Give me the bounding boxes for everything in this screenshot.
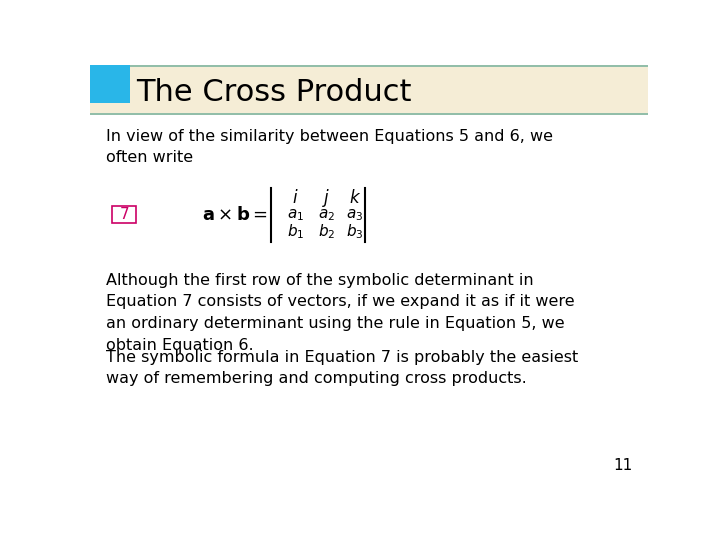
Text: $a_3$: $a_3$ — [346, 207, 364, 223]
Text: $b_1$: $b_1$ — [287, 222, 304, 241]
Text: $a_2$: $a_2$ — [318, 207, 335, 223]
Text: The symbolic formula in Equation 7 is probably the easiest
way of remembering an: The symbolic formula in Equation 7 is pr… — [106, 350, 577, 386]
Text: $b_3$: $b_3$ — [346, 222, 364, 241]
Text: $\mathbf{a} \times \mathbf{b} =$: $\mathbf{a} \times \mathbf{b} =$ — [202, 206, 269, 224]
Text: In view of the similarity between Equations 5 and 6, we
often write: In view of the similarity between Equati… — [106, 129, 552, 165]
Text: $\mathit{i}$: $\mathit{i}$ — [292, 189, 299, 207]
Text: Although the first row of the symbolic determinant in
Equation 7 consists of vec: Although the first row of the symbolic d… — [106, 273, 574, 353]
Text: $b_2$: $b_2$ — [318, 222, 335, 241]
Text: $\mathit{j}$: $\mathit{j}$ — [322, 187, 330, 209]
Text: $\mathit{k}$: $\mathit{k}$ — [349, 189, 361, 207]
FancyBboxPatch shape — [112, 206, 136, 224]
Text: $a_1$: $a_1$ — [287, 207, 304, 223]
FancyBboxPatch shape — [90, 65, 648, 115]
Text: 7: 7 — [120, 207, 129, 222]
Text: 11: 11 — [613, 458, 632, 473]
FancyBboxPatch shape — [90, 65, 130, 103]
Text: The Cross Product: The Cross Product — [137, 78, 412, 107]
